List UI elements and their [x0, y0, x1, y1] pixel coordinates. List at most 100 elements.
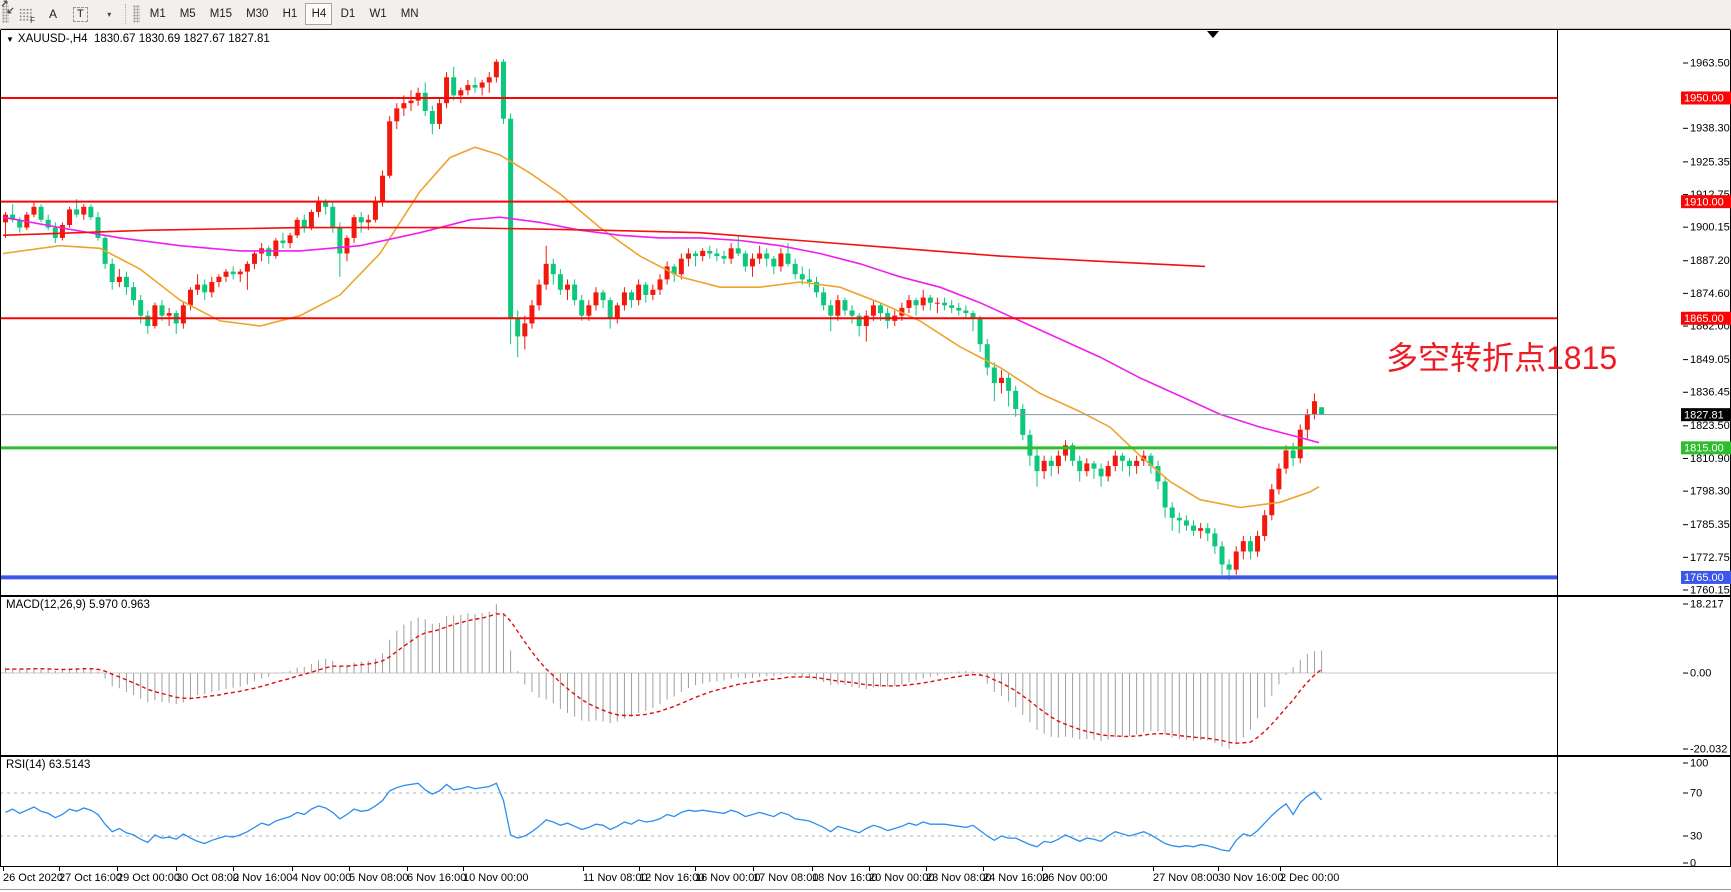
- candle: [1169, 507, 1175, 518]
- candle: [123, 276, 129, 288]
- chart-annotation-text[interactable]: 多空转折点1815: [1386, 340, 1618, 376]
- text-label-tool-button[interactable]: A: [41, 3, 65, 25]
- candle: [757, 253, 763, 259]
- svg-text:4 Nov 00:00: 4 Nov 00:00: [292, 872, 351, 884]
- macd-panel: [0, 604, 1557, 749]
- candle: [1262, 515, 1268, 536]
- candle: [557, 274, 563, 290]
- candle: [1055, 455, 1061, 466]
- candle: [152, 305, 158, 327]
- svg-text:18 Nov 16:00: 18 Nov 16:00: [812, 872, 877, 884]
- candle: [1255, 535, 1261, 552]
- candle: [522, 323, 528, 337]
- candle: [1119, 455, 1125, 461]
- candle: [1041, 460, 1047, 472]
- candle: [735, 248, 741, 254]
- candle: [543, 263, 549, 285]
- candle: [365, 219, 371, 223]
- toolbar-drag-handle-2[interactable]: [132, 5, 140, 23]
- timeframe-m5-button[interactable]: M5: [174, 3, 202, 25]
- candle: [671, 266, 677, 275]
- tim eframe-mn-button[interactable]: MN: [395, 3, 425, 25]
- timeframe-m30-button[interactable]: M30: [240, 3, 274, 25]
- timeframe-d1-button[interactable]: D1: [334, 3, 361, 25]
- candle: [230, 271, 236, 275]
- candle: [145, 315, 151, 327]
- candle: [550, 263, 556, 275]
- dropdown-caret-icon: ▾: [107, 9, 112, 19]
- candle: [785, 253, 791, 264]
- svg-text:10 Nov 00:00: 10 Nov 00:00: [463, 872, 528, 884]
- candle: [949, 305, 955, 308]
- chart-shift-marker-icon[interactable]: [1207, 31, 1219, 38]
- svg-text:30: 30: [1690, 830, 1702, 842]
- candle: [1112, 455, 1118, 466]
- candle: [429, 110, 435, 124]
- arrows-icon: [1, 0, 14, 14]
- candle: [493, 61, 499, 78]
- candle: [38, 206, 44, 220]
- macd-indicator-label: MACD(12,26,9) 5.970 0.963: [6, 599, 150, 611]
- timeframe-h1-button[interactable]: H1: [276, 3, 303, 25]
- candle: [664, 266, 670, 280]
- candle: [913, 300, 919, 306]
- arrow-objects-tool-button[interactable]: ▾: [1, 0, 120, 25]
- svg-text:6 Nov 16:00: 6 Nov 16:00: [407, 872, 466, 884]
- candle: [244, 263, 250, 272]
- timeframe-m1-button[interactable]: M1: [144, 3, 172, 25]
- candle: [166, 313, 172, 316]
- candle: [330, 206, 336, 228]
- candle: [1077, 460, 1083, 472]
- candle: [287, 235, 293, 244]
- candle: [764, 253, 770, 259]
- timeframe-h4-button[interactable]: H4: [305, 3, 333, 25]
- candle: [1212, 533, 1218, 547]
- candle: [1048, 460, 1054, 466]
- candle: [216, 276, 222, 282]
- candle: [1183, 520, 1189, 526]
- candle: [1013, 390, 1019, 409]
- rsi-indicator-label: RSI(14) 63.5143: [6, 759, 91, 771]
- candle: [771, 258, 777, 267]
- candle: [59, 224, 65, 238]
- candle: [237, 271, 243, 275]
- candle: [88, 206, 94, 218]
- candle: [714, 253, 720, 257]
- candle: [593, 292, 599, 306]
- candle: [1269, 489, 1275, 516]
- candle: [500, 61, 506, 119]
- candle: [458, 90, 464, 96]
- candle: [17, 219, 23, 228]
- toolbar-drag-handle[interactable]: [2, 5, 9, 23]
- svg-text:17 Nov 08:00: 17 Nov 08:00: [753, 872, 818, 884]
- timeframe-m15-button[interactable]: M15: [204, 3, 238, 25]
- candle: [159, 305, 165, 316]
- candle: [323, 201, 329, 207]
- candle: [1084, 463, 1090, 472]
- svg-text:1900.15: 1900.15: [1690, 222, 1730, 234]
- candle: [131, 287, 137, 301]
- candle: [828, 305, 834, 316]
- candle: [749, 258, 755, 267]
- candle: [31, 206, 37, 215]
- candle: [707, 250, 713, 254]
- symbol-dropdown-icon[interactable]: ▼: [6, 35, 14, 44]
- svg-text:1925.35: 1925.35: [1690, 156, 1730, 168]
- candle: [984, 344, 990, 368]
- svg-text:1765.00: 1765.00: [1684, 572, 1724, 584]
- text-box-tool-button[interactable]: T: [67, 3, 94, 25]
- timeframe-w1-button[interactable]: W1: [363, 3, 392, 25]
- current-price-badge: 1827.81: [1681, 408, 1731, 421]
- svg-text:100: 100: [1690, 757, 1708, 769]
- candle: [1062, 445, 1068, 456]
- candle: [821, 292, 827, 306]
- candle: [728, 248, 734, 259]
- candle: [1283, 450, 1289, 469]
- candle: [81, 206, 87, 215]
- fibonacci-grid-tool-button[interactable]: F: [13, 3, 39, 25]
- candle: [372, 201, 378, 220]
- svg-text:29 Oct 00:00: 29 Oct 00:00: [117, 872, 180, 884]
- svg-text:20 Nov 00:00: 20 Nov 00:00: [869, 872, 934, 884]
